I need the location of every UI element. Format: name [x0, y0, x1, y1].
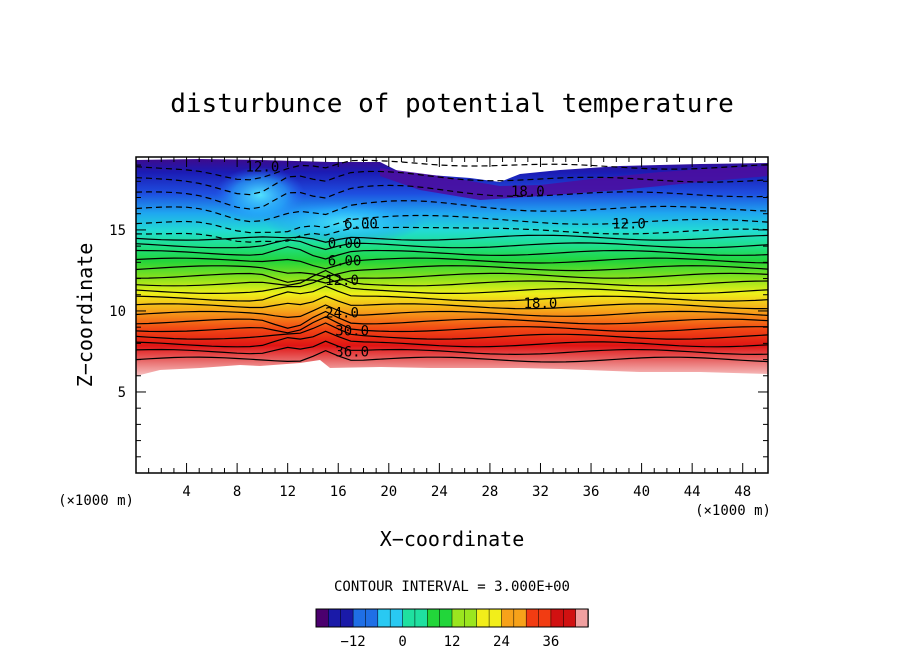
contour-label: 24.0: [325, 306, 359, 322]
contour-line-negative: [136, 214, 768, 234]
contour-label: 36.0: [335, 344, 369, 360]
colorbar-segment: [402, 608, 416, 628]
x-axis: 4 8 12 16 20 24 28 32 36 40 44 48: [148, 157, 756, 500]
contour-label: 18.0: [511, 184, 545, 200]
y-axis-unit: (×1000 m): [58, 493, 134, 509]
colorbar-tick-label: 36: [542, 634, 559, 650]
contour-line: [136, 276, 768, 295]
y-axis-label: Z−coordinate: [73, 243, 97, 388]
colorbar-tick-label: 0: [398, 634, 406, 650]
contour-label: 12.0: [246, 160, 280, 176]
contour-line: [136, 310, 768, 329]
x-tick-label: 32: [532, 484, 549, 500]
colorbar-frame: [315, 608, 589, 628]
contour-line: [136, 265, 768, 278]
contour-line: [136, 316, 768, 334]
contour-interval-label: CONTOUR INTERVAL = 3.000E+00: [334, 579, 570, 595]
contour-line: [136, 269, 768, 287]
x-tick-label: 4: [182, 484, 190, 500]
colorbar-segment: [377, 608, 391, 628]
colorbar-tick-label: 12: [444, 634, 461, 650]
colorbar-segment: [476, 608, 490, 628]
colorbar-segment: [427, 608, 441, 628]
x-tick-label: 44: [684, 484, 701, 500]
colorbar-ticks: −12 0 12 24 36: [340, 634, 559, 650]
contour-label: 6.00: [328, 254, 362, 270]
colorbar-segment: [315, 608, 330, 628]
contour-line-negative: [136, 159, 768, 181]
colorbar-segment: [352, 608, 367, 628]
colorbar-segment: [525, 608, 540, 628]
colorbar-segment: [575, 608, 589, 628]
contour-line: [136, 239, 768, 251]
x-tick-label: 24: [431, 484, 448, 500]
colorbar-segment: [439, 608, 453, 628]
contour-line: [136, 257, 768, 270]
contour-line: [136, 272, 768, 284]
contour-line: [136, 285, 768, 302]
x-tick-label: 28: [481, 484, 498, 500]
contour-line: [136, 234, 768, 243]
colorbar-segment: [501, 608, 515, 628]
contour-label: 12.0: [612, 216, 646, 232]
contour-line: [136, 304, 768, 319]
contour-line: [136, 330, 768, 348]
upper-purple-band: [380, 166, 768, 200]
colorbar-segment: [538, 608, 552, 628]
colorbar-segment: [340, 608, 354, 628]
contour-label: 18.0: [524, 296, 558, 312]
colorbar-segment: [563, 608, 577, 628]
upper-white-notch: [380, 157, 768, 182]
x-tick-label: 40: [633, 484, 650, 500]
cyan-core-mid: [265, 200, 425, 244]
contour-line: [136, 295, 768, 310]
plot-area: [136, 157, 768, 376]
colorbar-segment: [365, 608, 379, 628]
y-tick-label: 15: [109, 223, 126, 239]
x-tick-label: 8: [233, 484, 241, 500]
x-tick-label: 16: [330, 484, 347, 500]
contour-lines: [136, 159, 768, 363]
colorbar: [315, 608, 589, 628]
contour-line: [136, 246, 768, 260]
colorbar-segment: [451, 608, 466, 628]
x-axis-unit: (×1000 m): [695, 503, 771, 519]
contour-label: 30.0: [335, 323, 369, 339]
contour-label: 0.00: [328, 236, 362, 252]
contour-labels: 12.0 18.0 12.0 6.00 0.00 6.00 12.0 18.0 24.030.0…: [246, 160, 646, 361]
contour-line-negative: [136, 184, 768, 210]
y-tick-label: 5: [118, 385, 126, 401]
contour-line-negative: [136, 200, 768, 223]
contour-line: [136, 349, 768, 363]
contour-line-negative: [136, 170, 768, 196]
x-axis-label: X−coordinate: [380, 527, 525, 551]
contour-line: [136, 340, 768, 356]
colorbar-segment: [328, 608, 342, 628]
x-tick-label: 20: [380, 484, 397, 500]
colorbar-segment: [464, 608, 478, 628]
y-tick-label: 10: [109, 304, 126, 320]
colorbar-segment: [488, 608, 503, 628]
contour-label: 6.00: [344, 216, 378, 232]
x-tick-label: 36: [583, 484, 600, 500]
y-axis: 5 10 15: [109, 164, 768, 458]
x-tick-label: 12: [279, 484, 296, 500]
chart-title: disturbunce of potential temperature: [170, 89, 734, 119]
colorbar-segment: [389, 608, 404, 628]
contour-label: 12.0: [325, 273, 359, 289]
colorbar-tick-label: −12: [340, 634, 365, 650]
x-tick-label: 48: [734, 484, 751, 500]
colorbar-segment: [414, 608, 429, 628]
contour-line: [136, 322, 768, 340]
colorbar-segment: [550, 608, 565, 628]
colorbar-segment: [513, 608, 527, 628]
colorbar-tick-label: 24: [493, 634, 510, 650]
